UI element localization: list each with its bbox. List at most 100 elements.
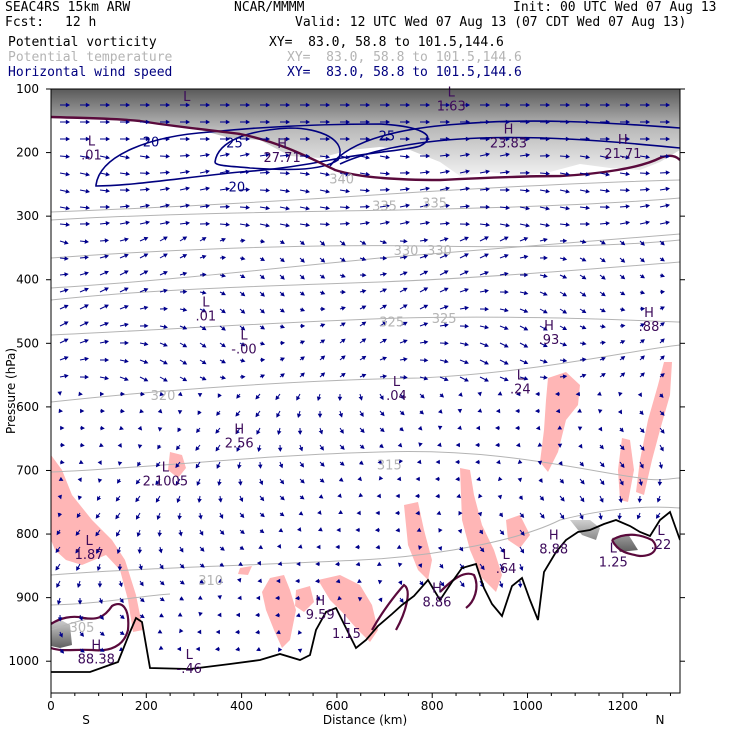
wind-arrowhead: [405, 136, 411, 142]
wind-arrowhead: [557, 425, 563, 430]
wind-arrowhead: [155, 462, 161, 468]
wind-arrowhead: [305, 119, 311, 125]
wind-arrowhead: [585, 154, 591, 160]
wind-arrowhead: [260, 374, 266, 379]
wind-arrowhead: [157, 629, 163, 634]
wind-arrowhead: [85, 205, 91, 210]
wind-arrowhead: [660, 429, 665, 434]
wind-arrowhead: [56, 530, 61, 536]
wind-arrowhead: [562, 309, 568, 314]
wind-arrowhead: [65, 222, 71, 227]
wind-arrowhead: [265, 223, 271, 228]
wind-arrowhead: [345, 221, 351, 226]
wind-arrowhead: [458, 392, 463, 397]
wind-arrowhead: [345, 205, 351, 210]
wind-arrowhead: [402, 287, 408, 292]
x-tick-label: 1200: [608, 699, 639, 713]
wind-arrowhead: [104, 339, 110, 345]
wind-arrowhead: [96, 549, 101, 554]
wind-arrowhead: [637, 392, 642, 398]
wind-arrowhead: [340, 241, 346, 246]
wind-arrowhead: [218, 578, 223, 583]
wind-arrowhead: [361, 240, 367, 245]
wind-arrowhead: [585, 119, 591, 125]
wind-arrowhead: [581, 257, 587, 262]
wind-arrowhead: [484, 324, 489, 330]
wind-arrowhead: [143, 359, 149, 364]
wind-arrowhead: [225, 102, 231, 108]
wind-arrowhead: [554, 391, 560, 397]
wind-arrowhead: [396, 544, 402, 549]
wind-arrowhead: [660, 257, 665, 262]
extremum-value: 9.59: [306, 608, 335, 623]
wind-arrowhead: [345, 172, 351, 177]
wind-arrowhead: [85, 172, 91, 177]
wind-arrowhead: [280, 373, 285, 378]
wind-arrowhead: [280, 357, 285, 362]
wind-arrowhead: [535, 408, 540, 414]
wind-arrowhead: [123, 270, 129, 275]
theta-line: [51, 506, 680, 576]
wind-arrowhead: [201, 254, 207, 260]
wind-arrowhead: [500, 548, 505, 553]
extremum-value: 1.15: [332, 627, 361, 642]
wind-arrowhead: [80, 425, 86, 431]
wind-arrowhead: [577, 408, 582, 413]
wind-arrowhead: [336, 527, 341, 533]
wind-arrowhead: [84, 304, 89, 309]
wind-arrowhead: [79, 632, 84, 637]
wind-arrowhead: [539, 496, 545, 501]
wind-arrowhead: [497, 476, 503, 482]
wind-arrowhead: [239, 513, 245, 519]
wind-arrowhead: [435, 459, 440, 465]
wind-arrowhead: [640, 241, 645, 246]
wind-arrowhead: [378, 475, 384, 481]
wind-arrowhead: [85, 136, 91, 142]
wind-arrowhead: [560, 496, 565, 502]
wind-arrowhead: [380, 411, 385, 417]
wind-arrowhead: [358, 492, 364, 498]
wind-arrowhead: [57, 512, 63, 518]
wind-arrowhead: [245, 205, 251, 210]
wind-arrowhead: [240, 256, 246, 261]
wind-arrowhead: [279, 479, 285, 485]
wind-arrowhead: [78, 459, 84, 464]
wind-arrowhead: [265, 170, 271, 175]
wind-arrowhead: [163, 288, 168, 294]
y-tick-label: 600: [16, 400, 39, 414]
wind-arrowhead: [444, 359, 449, 364]
wind-arrowhead: [598, 426, 603, 432]
wind-arrowhead: [636, 514, 642, 520]
wind-arrowhead: [235, 411, 240, 417]
wind-arrowhead: [495, 408, 501, 414]
wind-arrowhead: [216, 464, 221, 469]
wind-arrowhead: [225, 152, 231, 157]
wind-arrowhead: [116, 532, 121, 537]
wind-arrowhead: [240, 325, 246, 331]
wind-arrowhead: [357, 476, 362, 482]
wind-arrowhead: [280, 495, 285, 501]
wind-arrowhead: [640, 274, 645, 279]
extremum-value: 88.38: [78, 653, 115, 668]
wind-arrowhead: [560, 514, 565, 520]
wind-arrowhead: [84, 321, 89, 326]
wind-arrowhead: [159, 564, 164, 570]
wind-arrowhead: [177, 515, 182, 520]
wind-arrowhead: [280, 308, 285, 313]
wind-arrowhead: [300, 323, 306, 329]
wind-arrowhead: [403, 238, 408, 244]
wind-arrowhead: [195, 646, 200, 652]
wind-arrowhead: [665, 170, 671, 175]
wind-arrowhead: [581, 308, 587, 314]
pink-region: [506, 515, 530, 548]
wind-arrowhead: [337, 396, 343, 401]
wind-arrowhead: [155, 480, 160, 486]
wind-arrowhead: [305, 136, 311, 142]
wind-arrowhead: [464, 270, 469, 275]
wind-arrowhead: [396, 476, 402, 482]
wind-arrowhead: [423, 287, 429, 292]
wind-arrowhead: [63, 304, 69, 309]
wind-arrowhead: [165, 203, 171, 208]
wind-speed-line: [95, 123, 429, 187]
wind-arrowhead: [160, 580, 165, 586]
